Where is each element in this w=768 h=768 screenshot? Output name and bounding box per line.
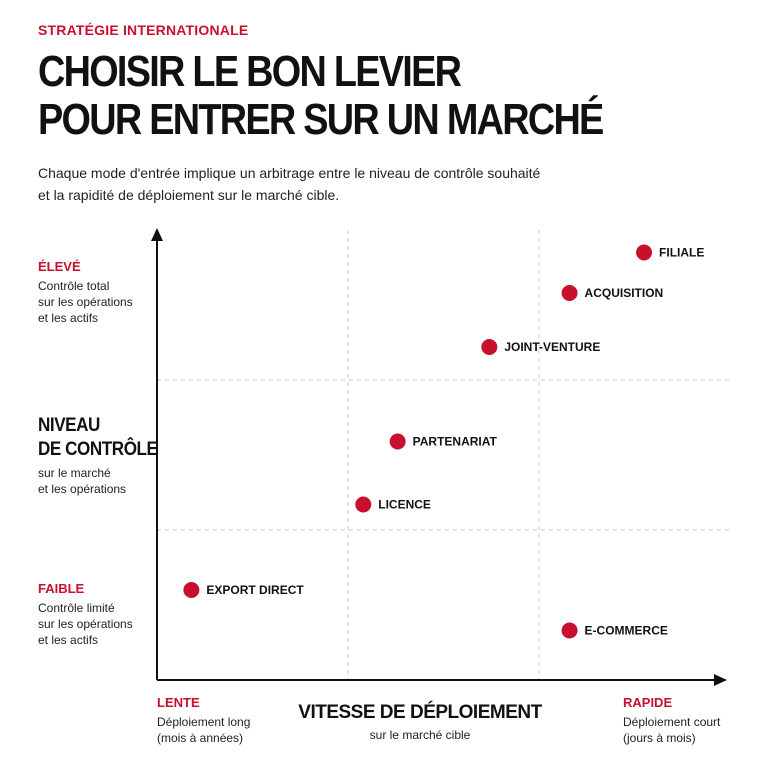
data-point-label: EXPORT DIRECT [206, 583, 304, 597]
y-axis-sub-line-1: sur le marché [38, 466, 111, 480]
x-level-high: RAPIDE Déploiement court (jours à mois) [623, 695, 720, 746]
page-title: CHOISIR LE BON LEVIER POUR ENTRER SUR UN… [38, 47, 604, 144]
y-level-low-desc-1: Contrôle limité [38, 601, 115, 615]
data-point-label: JOINT-VENTURE [504, 340, 600, 354]
y-level-high-desc-3: et les actifs [38, 311, 99, 325]
x-level-high-desc-1: Déploiement court [623, 715, 721, 729]
x-level-low-title: LENTE [157, 695, 200, 710]
y-level-high: ÉLEVÉ Contrôle total sur les opérations … [38, 259, 133, 326]
y-axis-arrow [151, 228, 163, 241]
x-axis-title: VITESSE DE DÉPLOIEMENT [298, 702, 542, 723]
subtitle: Chaque mode d'entrée implique un arbitra… [38, 162, 598, 206]
x-level-low: LENTE Déploiement long (mois à années) [157, 695, 250, 746]
x-level-low-desc: Déploiement long (mois à années) [157, 714, 250, 746]
y-level-low-desc: Contrôle limité sur les opérations et le… [38, 600, 133, 648]
y-level-high-desc: Contrôle total sur les opérations et les… [38, 278, 133, 326]
data-point-label: ACQUISITION [585, 286, 664, 300]
x-level-high-title: RAPIDE [623, 695, 673, 710]
y-level-low-title: FAIBLE [38, 581, 85, 596]
subtitle-line-2: et la rapidité de déploiement sur le mar… [38, 187, 340, 203]
y-level-low: FAIBLE Contrôle limité sur les opération… [38, 581, 133, 648]
y-level-low-desc-2: sur les opérations [38, 617, 133, 631]
data-point-licence [355, 496, 372, 513]
chart-grid [157, 230, 730, 680]
x-level-low-desc-1: Déploiement long [157, 715, 251, 729]
data-point-partenariat [389, 433, 406, 450]
data-point-label: E-COMMERCE [585, 624, 668, 638]
data-point-label: PARTENARIAT [413, 435, 498, 449]
data-point-joint-venture [481, 339, 498, 355]
y-level-high-desc-2: sur les opérations [38, 295, 133, 309]
x-axis-subtitle: sur le marché cible [369, 728, 471, 742]
y-level-high-desc-1: Contrôle total [38, 279, 110, 293]
data-point-filiale [636, 244, 653, 261]
x-axis-arrow [714, 674, 727, 686]
data-point-export-direct [183, 582, 200, 598]
title-line-2: POUR ENTRER SUR UN MARCHÉ [38, 95, 604, 144]
x-level-high-desc-2: (jours à mois) [623, 731, 696, 745]
chart-axes [151, 228, 727, 686]
subtitle-line-1: Chaque mode d'entrée implique un arbitra… [38, 165, 541, 181]
y-level-low-desc-3: et les actifs [38, 633, 99, 647]
data-point-label: LICENCE [378, 498, 431, 512]
y-axis-title: NIVEAU DE CONTRÔLE [38, 414, 158, 462]
title-line-1: CHOISIR LE BON LEVIER [38, 47, 462, 96]
kicker: STRATÉGIE INTERNATIONALE [38, 22, 249, 38]
y-axis-title-line-1: NIVEAU [38, 415, 100, 436]
y-level-high-title: ÉLEVÉ [38, 259, 81, 274]
y-axis-sub-line-2: et les opérations [38, 482, 127, 496]
data-point-label: FILIALE [659, 246, 704, 260]
x-level-high-desc: Déploiement court (jours à mois) [623, 714, 720, 746]
chart-points: FILIALE ACQUISITION JOINT-VENTURE PARTENARI… [183, 244, 704, 639]
data-point-acquisition [561, 285, 578, 301]
data-point-e-commerce [561, 622, 578, 639]
y-axis-title-line-2: DE CONTRÔLE [38, 439, 158, 460]
x-level-low-desc-2: (mois à années) [157, 731, 244, 745]
y-axis-subtitle: sur le marché et les opérations [38, 465, 126, 497]
